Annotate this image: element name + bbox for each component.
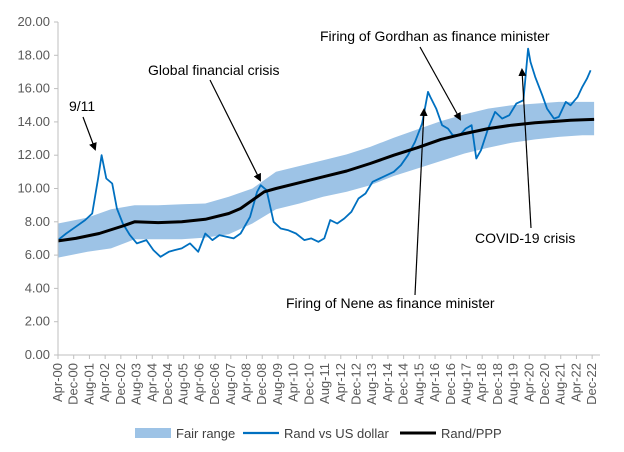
legend-rand-ppp-label: Rand/PPP — [441, 426, 502, 441]
y-tick-label: 8.00 — [25, 214, 50, 229]
x-tick-label: Apr-08 — [239, 363, 254, 402]
x-tick-label: Apr-02 — [97, 363, 112, 402]
x-tick-label: Aug-17 — [458, 363, 473, 405]
y-tick-label: 6.00 — [25, 247, 50, 262]
annotation-911-arrow — [82, 116, 97, 151]
annotation-covid: COVID-19 crisis — [475, 230, 575, 246]
annotation-gfc-arrow — [209, 79, 261, 182]
x-tick-label: Dec-12 — [348, 363, 363, 405]
x-tick-label: Dec-18 — [490, 363, 505, 405]
x-tick-label: Dec-02 — [113, 363, 128, 405]
annotation-nene-arrow — [414, 108, 428, 296]
x-tick-label: Apr-06 — [191, 363, 206, 402]
y-tick-label: 4.00 — [25, 280, 50, 295]
x-tick-label: Apr-04 — [144, 363, 159, 402]
x-tick-label: Dec-00 — [66, 363, 81, 405]
x-tick-label: Apr-12 — [333, 363, 348, 402]
x-tick-label: Aug-21 — [553, 363, 568, 405]
x-tick-label: Apr-16 — [427, 363, 442, 402]
x-tick-label: Apr-10 — [286, 363, 301, 402]
legend-rand-usd-label: Rand vs US dollar — [284, 426, 389, 441]
axes: 0.00 2.00 4.00 6.00 8.00 10.00 12.00 14.00 16.00… — [17, 14, 600, 405]
fair-range-band — [58, 101, 595, 258]
legend: Fair range Rand vs US dollar Rand/PPP — [135, 426, 502, 441]
x-tick-label: Apr-18 — [474, 363, 489, 402]
x-tick-label: Apr-20 — [521, 363, 536, 402]
x-tick-label: Aug-11 — [317, 363, 332, 404]
y-tick-label: 14.00 — [17, 114, 50, 129]
x-tick-label: Dec-04 — [160, 363, 175, 405]
y-tick-label: 16.00 — [17, 81, 50, 96]
fair-range-band-layer — [58, 101, 595, 258]
y-tick-label: 2.00 — [25, 314, 50, 329]
annotation-global-financial-crisis: Global financial crisis — [148, 62, 280, 78]
legend-fair-range-label: Fair range — [176, 426, 235, 441]
x-tick-label: Dec-06 — [207, 363, 222, 405]
x-tick-label: Dec-08 — [254, 363, 269, 405]
annotations: 9/11 Global financial crisis Firing of G… — [69, 28, 575, 311]
x-tick-label: Dec-10 — [301, 363, 316, 405]
y-tick-label: 0.00 — [25, 347, 50, 362]
x-tick-label: Aug-05 — [176, 363, 191, 405]
annotation-gordhan-arrow — [419, 46, 461, 121]
x-tick-label: Aug-13 — [364, 363, 379, 405]
x-tick-label: Dec-20 — [537, 363, 552, 405]
x-tick-label: Aug-07 — [223, 363, 238, 405]
x-tick-label: Apr-22 — [568, 363, 583, 402]
x-tick-label: Aug-15 — [411, 363, 426, 405]
y-tick-label: 18.00 — [17, 47, 50, 62]
annotation-nene: Firing of Nene as finance minister — [286, 295, 495, 311]
x-tick-label: Aug-09 — [270, 363, 285, 405]
y-tick-label: 12.00 — [17, 147, 50, 162]
x-tick-label: Dec-22 — [584, 363, 599, 405]
x-tick-label: Dec-14 — [396, 363, 411, 405]
legend-fair-range-swatch — [135, 428, 171, 438]
annotation-gordhan: Firing of Gordhan as finance minister — [320, 28, 550, 44]
x-tick-label: Dec-16 — [443, 363, 458, 405]
x-tick-label: Aug-01 — [81, 363, 96, 405]
x-tick-label: Aug-03 — [129, 363, 144, 405]
y-tick-label: 20.00 — [17, 14, 50, 29]
x-tick-label: Aug-19 — [506, 363, 521, 405]
x-tick-label: Apr-00 — [50, 363, 65, 402]
x-tick-label: Apr-14 — [380, 363, 395, 402]
series-line-layer — [57, 47, 595, 258]
annotation-covid-arrow — [518, 68, 532, 229]
annotation-911: 9/11 — [69, 98, 95, 114]
y-tick-label: 10.00 — [17, 181, 50, 196]
